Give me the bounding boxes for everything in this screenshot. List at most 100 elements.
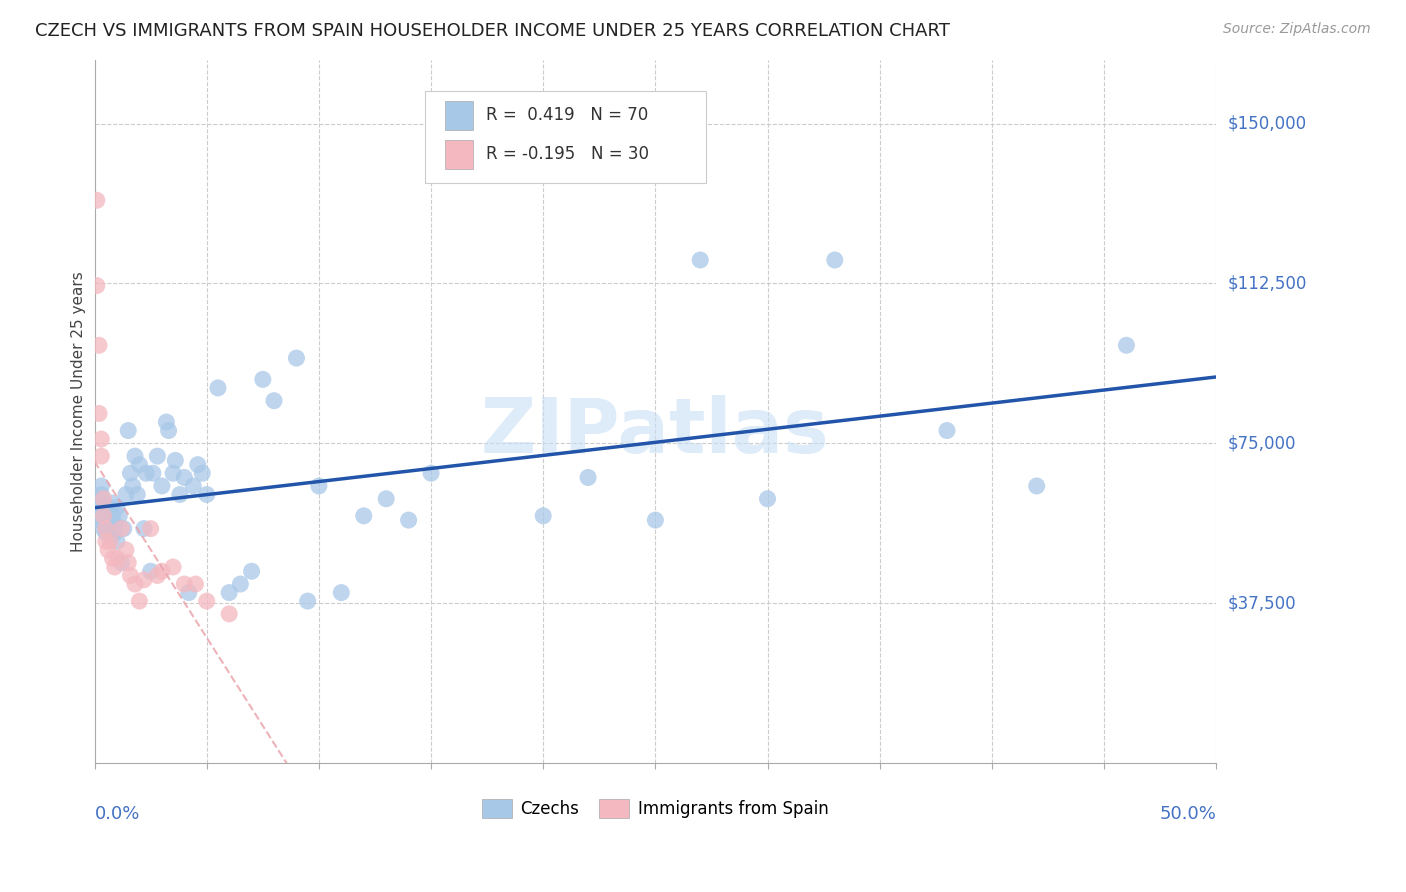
Point [117,424,139,438]
Point [101,551,124,566]
Point [756,491,779,506]
Point [824,252,846,267]
Point [120,466,142,480]
Point [90,432,112,446]
Point [87,500,110,515]
Text: ZIPatlas: ZIPatlas [481,395,830,469]
Point [86,278,108,293]
Point [120,568,142,582]
Point [90,487,112,501]
Point [218,585,240,599]
Point [252,372,274,386]
Point [87,513,110,527]
Point [330,585,353,599]
Point [285,351,308,365]
Point [135,466,157,480]
Point [104,560,127,574]
Point [146,449,169,463]
Point [94,522,117,536]
Point [142,466,165,480]
Point [90,449,112,463]
Point [1025,479,1047,493]
Point [195,487,218,501]
Text: Source: ZipAtlas.com: Source: ZipAtlas.com [1223,22,1371,37]
Text: $112,500: $112,500 [1227,275,1306,293]
Point [97,500,120,515]
Point [187,458,209,472]
Point [127,487,149,501]
Point [101,496,124,510]
Point [93,522,115,536]
Point [375,491,398,506]
Point [184,577,207,591]
Point [117,556,139,570]
Point [420,466,443,480]
Point [139,522,162,536]
Point [398,513,420,527]
Point [94,525,117,540]
Point [121,479,143,493]
Point [101,508,124,523]
Point [98,534,121,549]
Point [531,508,554,523]
Point [86,491,108,506]
Point [132,522,155,536]
Point [218,607,240,621]
Point [139,564,162,578]
Point [191,466,214,480]
Point [576,470,599,484]
Point [86,508,108,523]
Point [124,577,146,591]
Point [86,194,108,208]
Point [94,508,117,523]
Text: $37,500: $37,500 [1227,594,1296,612]
Point [157,424,180,438]
Point [110,556,132,570]
Point [93,508,115,523]
Point [128,458,150,472]
Point [1115,338,1137,352]
Point [229,577,252,591]
Point [689,252,711,267]
Point [150,479,173,493]
Y-axis label: Householder Income Under 25 years: Householder Income Under 25 years [72,271,86,552]
Point [87,338,110,352]
Point [115,487,138,501]
Point [308,479,330,493]
Point [936,424,959,438]
Point [173,577,195,591]
FancyBboxPatch shape [426,91,706,183]
Point [115,543,138,558]
Point [94,534,117,549]
Point [104,517,127,532]
Point [173,470,195,484]
Point [169,487,191,501]
Point [263,393,285,408]
Point [644,513,666,527]
Point [195,594,218,608]
Text: $150,000: $150,000 [1227,114,1306,133]
Point [98,505,121,519]
FancyBboxPatch shape [444,139,472,169]
Point [150,564,173,578]
Point [108,508,131,523]
Text: R = -0.195   N = 30: R = -0.195 N = 30 [486,145,650,163]
Point [207,381,229,395]
Point [104,525,127,540]
Point [90,479,112,493]
Point [93,496,115,510]
Point [87,407,110,421]
Point [97,543,120,558]
Point [132,573,155,587]
Point [353,508,375,523]
Legend: Czechs, Immigrants from Spain: Czechs, Immigrants from Spain [475,793,835,825]
Point [112,522,135,536]
Point [240,564,263,578]
Point [105,551,128,566]
Text: 50.0%: 50.0% [1160,805,1216,822]
Point [105,500,128,515]
Text: R =  0.419   N = 70: R = 0.419 N = 70 [486,106,648,125]
Point [146,568,169,582]
Text: 0.0%: 0.0% [94,805,141,822]
Point [162,466,184,480]
